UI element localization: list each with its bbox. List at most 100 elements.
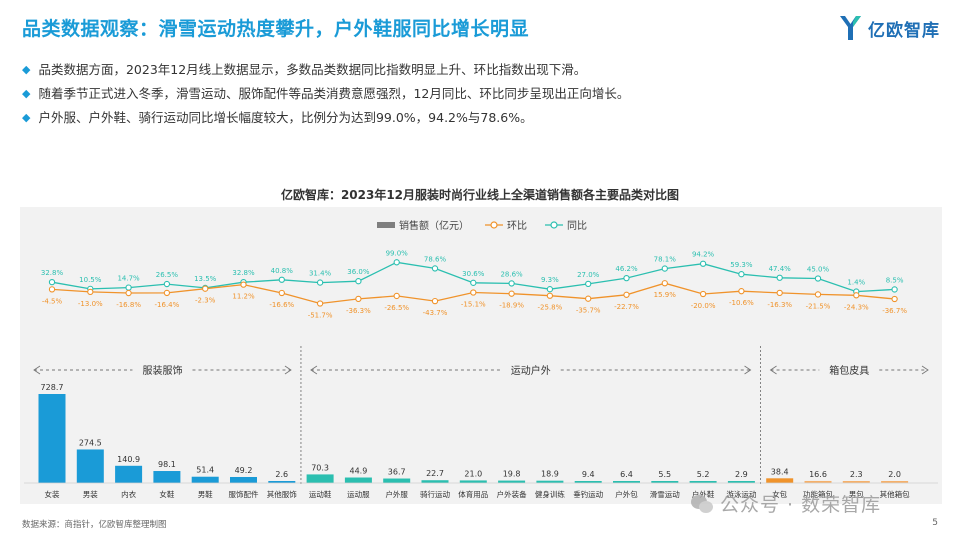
bar-value-label: 51.4 — [196, 466, 214, 475]
mom-point — [278, 289, 285, 297]
bar-value-label: 38.4 — [771, 467, 789, 476]
mom-point — [48, 286, 56, 293]
mom-point — [508, 290, 515, 297]
chart-title: 亿欧智库：2023年12月服装时尚行业线上全渠道销售额各主要品类对比图 — [280, 188, 680, 202]
bar — [268, 481, 296, 483]
mom-label: -15.1% — [461, 301, 486, 309]
yoy-label: 36.0% — [347, 268, 370, 276]
mom-point — [240, 281, 247, 288]
group-arrow-right — [921, 365, 929, 375]
bar — [804, 480, 832, 483]
yoy-point — [393, 259, 400, 266]
chart-background — [20, 207, 942, 504]
bar — [536, 480, 564, 483]
category-label: 男包 — [849, 489, 864, 499]
bar — [306, 474, 334, 483]
bar — [191, 476, 219, 483]
mom-label: -18.9% — [499, 302, 524, 310]
bar-value-label: 98.1 — [158, 460, 176, 469]
mom-point — [546, 292, 554, 299]
yoy-label: 40.8% — [271, 267, 294, 275]
bar — [689, 481, 717, 483]
bar-value-label: 18.9 — [541, 470, 559, 479]
bar — [115, 465, 143, 483]
yoy-point — [661, 265, 668, 272]
category-label: 骑行运动 — [420, 489, 450, 499]
diamond-icon: ◆ — [22, 111, 31, 124]
yoy-point — [585, 280, 592, 288]
bar — [153, 471, 181, 483]
yoy-label: 1.4% — [847, 279, 865, 287]
mom-label: -20.0% — [691, 302, 716, 310]
yoy-label: 26.5% — [156, 271, 179, 279]
yoy-label: 45.0% — [807, 266, 830, 274]
category-label: 运动服 — [347, 489, 370, 499]
category-label: 服饰配件 — [229, 489, 259, 499]
yoy-label: 32.8% — [232, 269, 255, 277]
bar — [344, 477, 372, 483]
yoy-label: 10.5% — [79, 276, 102, 284]
yoy-point — [891, 286, 898, 293]
category-label: 滑雪运动 — [650, 489, 680, 499]
mom-point — [431, 297, 439, 305]
bar — [574, 481, 602, 483]
mom-label: -21.5% — [806, 302, 831, 310]
yoy-point — [508, 280, 515, 287]
logo-text: 亿欧智库 — [868, 20, 940, 41]
bar — [881, 481, 909, 483]
yoy-point — [546, 286, 554, 293]
category-label: 垂钓运动 — [573, 489, 603, 499]
mom-point — [585, 295, 592, 302]
mom-label: -10.6% — [729, 299, 754, 307]
legend-yoy-marker — [550, 221, 558, 229]
diamond-icon: ◆ — [22, 87, 31, 100]
bullet-text: 随着季节正式进入冬季，滑雪运动、服饰配件等品类消费意愿强烈，12月同比、环比同步… — [38, 86, 630, 101]
yoy-label: 59.3% — [730, 261, 753, 269]
yoy-point — [738, 271, 745, 278]
bar-value-label: 36.7 — [388, 468, 406, 477]
category-label: 体育用品 — [458, 489, 488, 499]
mom-label: 11.2% — [232, 293, 255, 301]
bar — [651, 481, 679, 483]
mom-point — [891, 295, 898, 303]
yoy-point — [125, 284, 132, 291]
yoy-label: 78.1% — [654, 256, 677, 264]
group-arrow-right — [284, 365, 292, 375]
legend-label: 销售额（亿元） — [399, 219, 469, 232]
bar — [727, 481, 755, 483]
yoy-label: 28.6% — [500, 270, 523, 278]
yoy-label: 30.6% — [462, 270, 485, 278]
mom-label: -16.8% — [116, 301, 141, 309]
category-label: 健身训练 — [535, 489, 565, 499]
bar-value-label: 2.9 — [735, 470, 748, 479]
mom-point — [853, 292, 860, 299]
bar — [230, 476, 257, 483]
bar-value-label: 5.2 — [697, 470, 710, 479]
yoy-label: 94.2% — [692, 251, 715, 259]
legend-label: 环比 — [507, 220, 527, 232]
group-arrow-left — [310, 365, 318, 375]
yoy-point — [699, 260, 707, 267]
bar-value-label: 2.3 — [850, 470, 863, 479]
category-label: 户外包 — [615, 489, 638, 499]
mom-label: -26.5% — [384, 304, 409, 312]
mom-point — [776, 289, 783, 297]
mom-label: 15.9% — [654, 291, 677, 299]
yoy-label: 13.5% — [194, 275, 217, 283]
mom-point — [355, 295, 362, 303]
mom-point — [661, 280, 668, 287]
yoy-point — [355, 278, 362, 285]
bar-value-label: 2.0 — [888, 470, 901, 479]
brand-logo: 亿欧智库 — [838, 14, 940, 42]
mom-label: -36.3% — [346, 307, 371, 315]
mom-point — [393, 292, 400, 300]
bar — [76, 449, 104, 483]
bar-value-label: 2.6 — [275, 470, 288, 479]
yoy-label: 78.6% — [424, 255, 447, 263]
mom-point — [623, 291, 630, 298]
logo-y-icon — [840, 16, 861, 40]
source-note: 数据来源：商指针，亿欧智库整理制图 — [22, 520, 167, 530]
mom-label: -25.8% — [538, 304, 563, 312]
mom-label: -22.7% — [614, 303, 639, 311]
yoy-label: 31.4% — [309, 270, 332, 278]
